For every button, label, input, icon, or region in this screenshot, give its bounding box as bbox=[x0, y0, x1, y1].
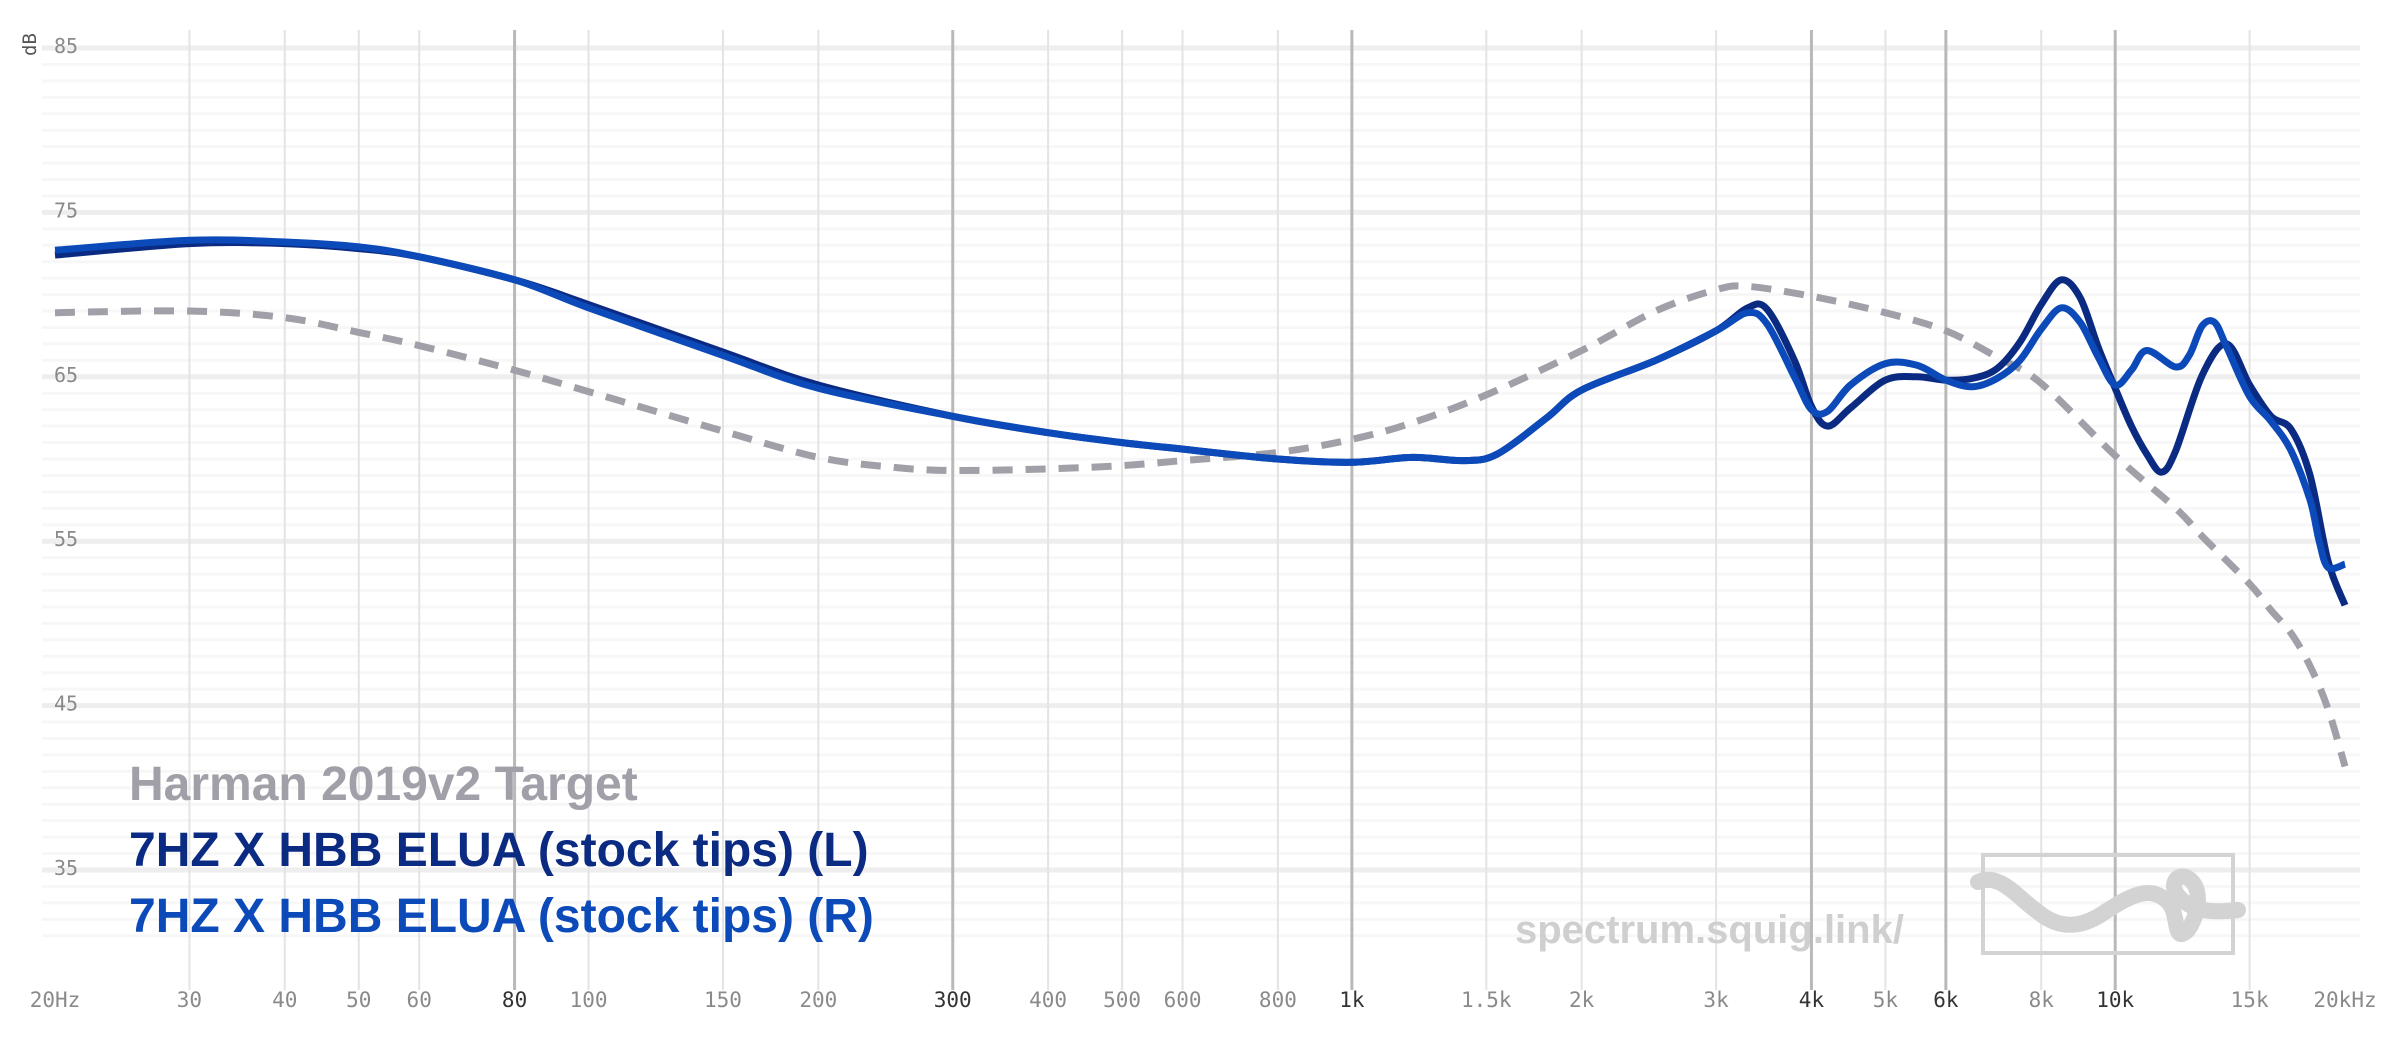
watermark-text: spectrum.squig.link/ bbox=[1515, 908, 1904, 952]
y-tick-label: 65 bbox=[54, 363, 78, 387]
y-tick-labels: 85 75 65 55 45 35 bbox=[54, 34, 78, 880]
x-grid-lines bbox=[188, 30, 2251, 990]
y-grid-bands bbox=[42, 45, 2360, 938]
x-tick-label: 30 bbox=[177, 988, 202, 1012]
y-tick-label: 35 bbox=[54, 856, 78, 880]
x-tick-label: 20Hz bbox=[30, 988, 81, 1012]
x-tick-label: 600 bbox=[1164, 988, 1202, 1012]
x-tick-label: 80 bbox=[502, 988, 527, 1012]
x-tick-label: 8k bbox=[2029, 988, 2055, 1012]
legend-entry-right: 7HZ X HBB ELUA (stock tips) (R) bbox=[129, 890, 874, 943]
x-tick-label: 6k bbox=[1933, 988, 1959, 1012]
x-tick-label: 800 bbox=[1259, 988, 1297, 1012]
y-tick-label: 85 bbox=[54, 34, 78, 58]
series-line-target bbox=[54, 282, 2349, 768]
y-axis-unit-label: dB bbox=[19, 33, 41, 56]
x-tick-label: 1k bbox=[1339, 988, 1365, 1012]
x-tick-label: 1.5k bbox=[1461, 988, 1512, 1012]
x-tick-label: 20kHz bbox=[2313, 988, 2376, 1012]
x-tick-label: 2k bbox=[1569, 988, 1595, 1012]
x-tick-label: 40 bbox=[272, 988, 297, 1012]
x-tick-label: 200 bbox=[799, 988, 837, 1012]
watermark: spectrum.squig.link/ bbox=[1515, 853, 2246, 955]
y-tick-label: 55 bbox=[54, 527, 78, 551]
x-tick-label: 100 bbox=[570, 988, 608, 1012]
x-tick-label: 15k bbox=[2231, 988, 2269, 1012]
x-tick-label: 500 bbox=[1103, 988, 1141, 1012]
x-tick-label: 150 bbox=[704, 988, 742, 1012]
x-tick-label: 400 bbox=[1029, 988, 1067, 1012]
series-line-right bbox=[54, 236, 2347, 573]
legend-entry-left: 7HZ X HBB ELUA (stock tips) (L) bbox=[129, 824, 869, 877]
x-tick-label: 60 bbox=[407, 988, 432, 1012]
x-tick-label: 3k bbox=[1703, 988, 1729, 1012]
x-tick-label: 4k bbox=[1799, 988, 1825, 1012]
x-tick-label: 50 bbox=[346, 988, 371, 1012]
legend-entry-target: Harman 2019v2 Target bbox=[129, 758, 638, 811]
y-tick-label: 75 bbox=[54, 198, 78, 222]
legend: Harman 2019v2 Target 7HZ X HBB ELUA (sto… bbox=[129, 758, 874, 943]
x-tick-label: 300 bbox=[934, 988, 972, 1012]
series-lines bbox=[54, 236, 2349, 768]
y-tick-label: 45 bbox=[54, 692, 78, 716]
x-tick-label: 10k bbox=[2096, 988, 2134, 1012]
x-tick-label: 5k bbox=[1873, 988, 1899, 1012]
x-tick-labels: 20Hz 30 40 50 60 80 100 150 200 300 400 500 600 800 1k… bbox=[30, 988, 2377, 1012]
squiggle-logo-icon bbox=[1970, 853, 2246, 955]
